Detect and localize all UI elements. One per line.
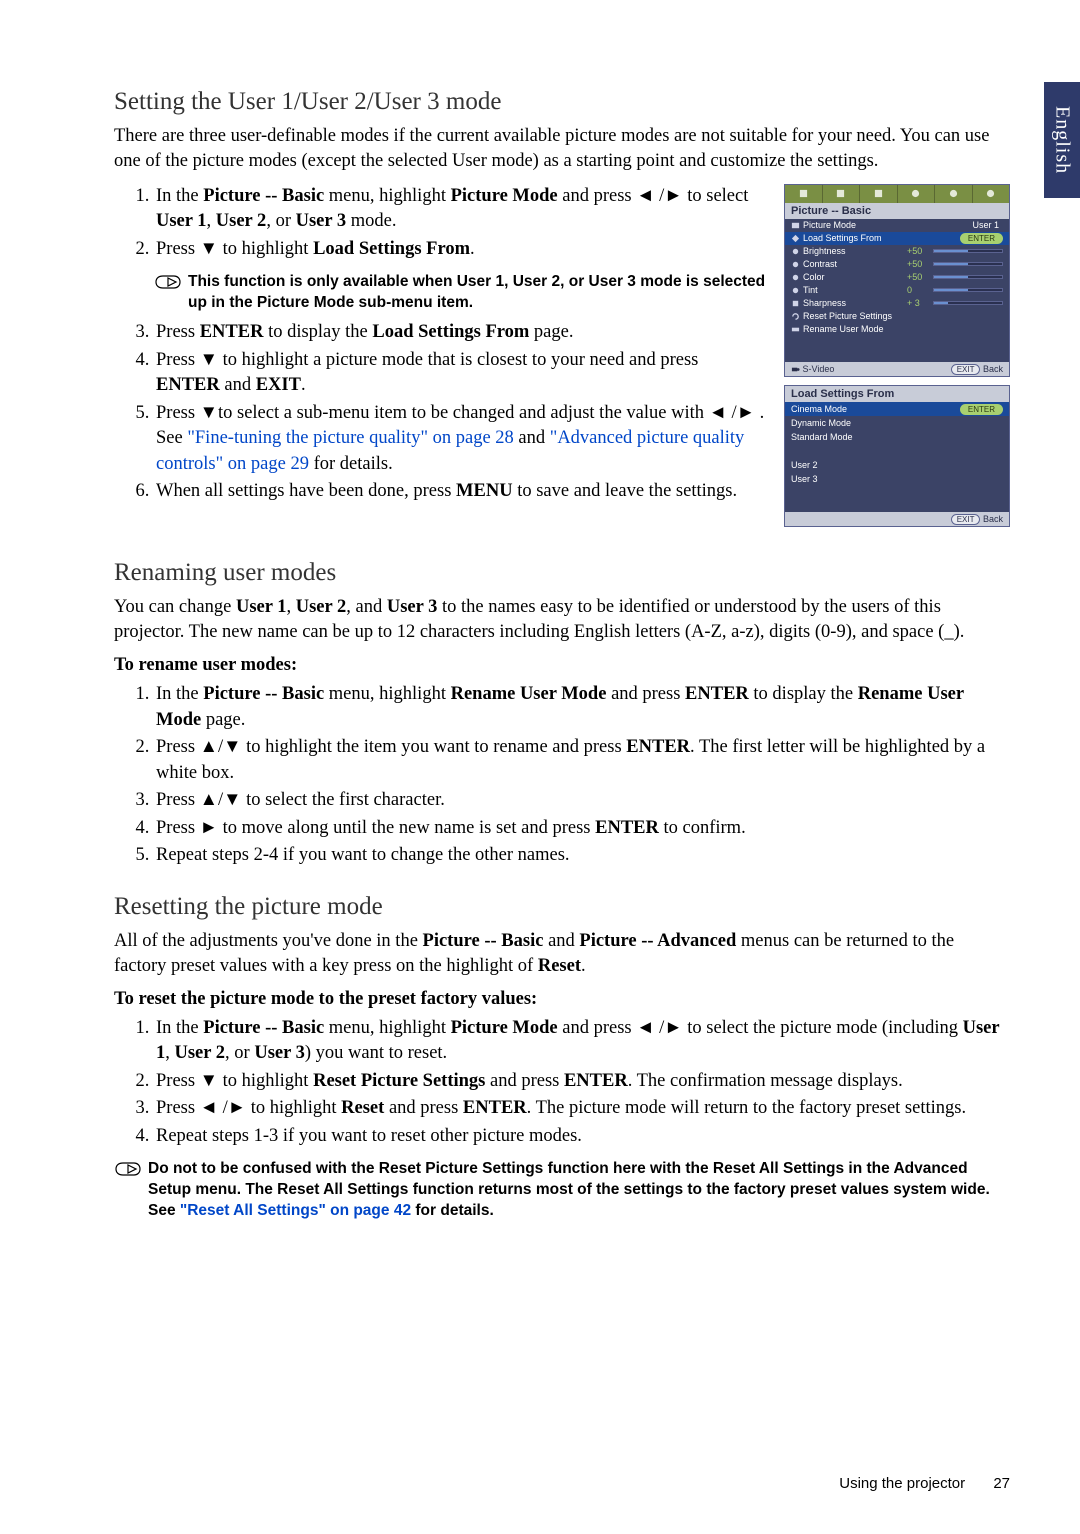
step: Press ENTER to display the Load Settings… [154, 320, 766, 346]
osd-tab-icon [973, 185, 1010, 203]
enter-badge: ENTER [960, 404, 1003, 415]
osd-status-bar: S-Video EXIT Back [785, 362, 1009, 376]
steps-user-mode-a: In the Picture -- Basic menu, highlight … [114, 184, 766, 263]
subhead-rename: To rename user modes: [114, 655, 1010, 676]
osd-row-user2: User 2 [785, 458, 1009, 472]
step: Press ◄ /► to highlight Reset and press … [154, 1096, 1010, 1122]
heading-user-mode: Setting the User 1/User 2/User 3 mode [114, 88, 1010, 116]
step: Press ▲/▼ to highlight the item you want… [154, 735, 1010, 786]
steps-renaming: In the Picture -- Basic menu, highlight … [114, 682, 1010, 869]
step: Press ▼to select a sub-menu item to be c… [154, 401, 766, 478]
page-content: Setting the User 1/User 2/User 3 mode Th… [0, 0, 1080, 1268]
step: Press ▲/▼ to select the first character. [154, 788, 1010, 814]
step: In the Picture -- Basic menu, highlight … [154, 682, 1010, 733]
osd-load-settings: Load Settings From Cinema ModeENTER Dyna… [784, 385, 1010, 527]
osd-row-rename-user: Rename User Mode [785, 323, 1009, 336]
osd-tab-icon [823, 185, 861, 203]
link-reset-all[interactable]: "Reset All Settings" on page 42 [180, 1202, 411, 1219]
hand-point-icon [154, 273, 182, 291]
note-text: This function is only available when Use… [188, 272, 766, 314]
note-reset: Do not to be confused with the Reset Pic… [114, 1159, 1010, 1222]
note-text: Do not to be confused with the Reset Pic… [148, 1159, 1010, 1222]
osd-row-color: Color+50 [785, 271, 1009, 284]
osd-picture-basic: Picture -- Basic Picture ModeUser 1 Load… [784, 184, 1010, 377]
hand-point-icon [114, 1160, 142, 1178]
osd-row-reset-picture: Reset Picture Settings [785, 310, 1009, 323]
step: Press ▼ to highlight a picture mode that… [154, 348, 766, 399]
osd-row-dynamic: Dynamic Mode [785, 416, 1009, 430]
link-fine-tuning[interactable]: "Fine-tuning the picture quality" on pag… [187, 428, 513, 448]
steps-user-mode-b: Press ENTER to display the Load Settings… [114, 320, 766, 505]
intro-reset: All of the adjustments you've done in th… [114, 929, 1010, 979]
osd-tab-icon [860, 185, 898, 203]
osd-row-cinema: Cinema ModeENTER [785, 402, 1009, 416]
step: Press ▼ to highlight Load Settings From. [154, 237, 766, 263]
page-footer: Using the projector 27 [839, 1475, 1010, 1492]
osd-tab-icon [935, 185, 973, 203]
osd-row-standard: Standard Mode [785, 430, 1009, 444]
step: Repeat steps 2-4 if you want to change t… [154, 843, 1010, 869]
osd-tabs [785, 185, 1009, 203]
osd-tab-icon [785, 185, 823, 203]
page-number: 27 [993, 1475, 1010, 1492]
osd-row-tint: Tint0 [785, 284, 1009, 297]
osd-row-load-settings: Load Settings FromENTER [785, 232, 1009, 245]
step: Press ► to move along until the new name… [154, 816, 1010, 842]
step: When all settings have been done, press … [154, 479, 766, 505]
heading-renaming: Renaming user modes [114, 559, 1010, 587]
osd-title: Load Settings From [785, 386, 1009, 402]
osd-status-bar: EXIT Back [785, 512, 1009, 526]
osd-row-user3: User 3 [785, 472, 1009, 486]
step: In the Picture -- Basic menu, highlight … [154, 184, 766, 235]
osd-row-contrast: Contrast+50 [785, 258, 1009, 271]
osd-row-sharpness: Sharpness+ 3 [785, 297, 1009, 310]
steps-reset: In the Picture -- Basic menu, highlight … [114, 1016, 1010, 1150]
footer-label: Using the projector [839, 1475, 965, 1492]
intro-renaming: You can change User 1, User 2, and User … [114, 595, 1010, 645]
note-user-mode: This function is only available when Use… [154, 272, 766, 314]
step: Repeat steps 1-3 if you want to reset ot… [154, 1124, 1010, 1150]
osd-row-brightness: Brightness+50 [785, 245, 1009, 258]
step: Press ▼ to highlight Reset Picture Setti… [154, 1069, 1010, 1095]
osd-title: Picture -- Basic [785, 203, 1009, 219]
enter-badge: ENTER [960, 233, 1003, 244]
osd-tab-icon [898, 185, 936, 203]
step: In the Picture -- Basic menu, highlight … [154, 1016, 1010, 1067]
heading-reset: Resetting the picture mode [114, 893, 1010, 921]
intro-user-mode: There are three user-definable modes if … [114, 124, 1010, 174]
subhead-reset: To reset the picture mode to the preset … [114, 989, 1010, 1010]
osd-row-picture-mode: Picture ModeUser 1 [785, 219, 1009, 232]
